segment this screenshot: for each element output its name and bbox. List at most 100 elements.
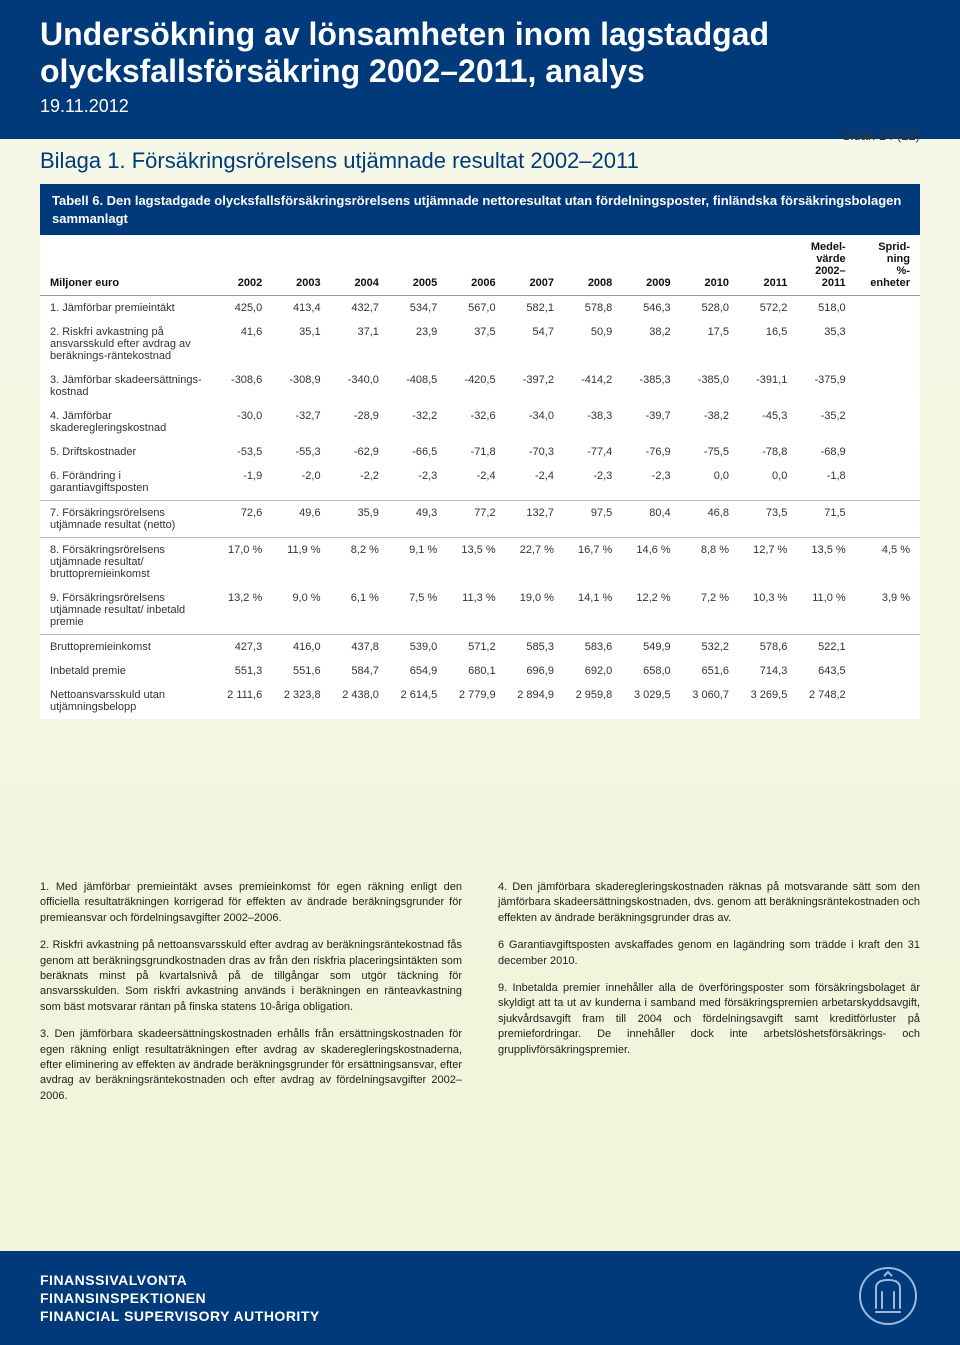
cell-value: 3 029,5 — [616, 683, 674, 719]
col-header-year: 2007 — [500, 235, 558, 296]
cell-value: -2,4 — [441, 464, 499, 501]
cell-value: -70,3 — [500, 440, 558, 464]
col-header-year: 2011 — [733, 235, 791, 296]
cell-value: -77,4 — [558, 440, 616, 464]
authority-name: FINANSSIVALVONTA FINANSINSPEKTIONEN FINA… — [40, 1271, 320, 1326]
footnote: 9. Inbetalda premier innehåller alla de … — [498, 981, 920, 1058]
cell-value: 551,3 — [210, 659, 266, 683]
cell-value: 518,0 — [791, 296, 849, 321]
cell-value: 77,2 — [441, 501, 499, 538]
cell-value: 551,6 — [266, 659, 324, 683]
cell-value: 654,9 — [383, 659, 441, 683]
cell-value: 2 779,9 — [441, 683, 499, 719]
finland-emblem-icon — [856, 1264, 920, 1333]
table-row: 7. Försäkringsrörelsens utjämnade result… — [40, 501, 920, 538]
cell-value: -68,9 — [791, 440, 849, 464]
footnote: 2. Riskfri avkastning på nettoansvarssku… — [40, 938, 462, 1015]
cell-value: -385,0 — [675, 368, 733, 404]
cell-value — [850, 659, 920, 683]
cell-value: 16,5 — [733, 320, 791, 368]
cell-value: 35,9 — [325, 501, 383, 538]
cell-value: 532,2 — [675, 635, 733, 660]
cell-value: 567,0 — [441, 296, 499, 321]
cell-value: 3,9 % — [850, 586, 920, 635]
cell-value: 680,1 — [441, 659, 499, 683]
col-header-year: 2008 — [558, 235, 616, 296]
cell-value: -76,9 — [616, 440, 674, 464]
table-row: 6. Förändring i garantiavgiftsposten-1,9… — [40, 464, 920, 501]
table-caption: Tabell 6. Den lagstadgade olycksfallsför… — [40, 184, 920, 235]
cell-value: -32,7 — [266, 404, 324, 440]
cell-value: 651,6 — [675, 659, 733, 683]
cell-value: 6,1 % — [325, 586, 383, 635]
cell-value: 14,6 % — [616, 538, 674, 587]
table-container: Tabell 6. Den lagstadgade olycksfallsför… — [40, 184, 920, 719]
cell-value: 578,8 — [558, 296, 616, 321]
cell-value: 9,0 % — [266, 586, 324, 635]
cell-value: 2 959,8 — [558, 683, 616, 719]
cell-value: 2 111,6 — [210, 683, 266, 719]
col-header-year: Sprid- ning %- enheter — [850, 235, 920, 296]
row-label: 6. Förändring i garantiavgiftsposten — [40, 464, 210, 501]
cell-value: 72,6 — [210, 501, 266, 538]
authority-line-3: FINANCIAL SUPERVISORY AUTHORITY — [40, 1307, 320, 1325]
cell-value: 0,0 — [733, 464, 791, 501]
cell-value: 582,1 — [500, 296, 558, 321]
table-row: 5. Driftskostnader-53,5-55,3-62,9-66,5-7… — [40, 440, 920, 464]
cell-value: 73,5 — [733, 501, 791, 538]
cell-value — [850, 368, 920, 404]
row-label: 5. Driftskostnader — [40, 440, 210, 464]
col-header-year: 2004 — [325, 235, 383, 296]
cell-value: 35,1 — [266, 320, 324, 368]
cell-value: 50,9 — [558, 320, 616, 368]
cell-value: -30,0 — [210, 404, 266, 440]
cell-value: 2 438,0 — [325, 683, 383, 719]
cell-value: -75,5 — [675, 440, 733, 464]
cell-value: -53,5 — [210, 440, 266, 464]
cell-value: 17,0 % — [210, 538, 266, 587]
table-row: 8. Försäkringsrörelsens utjämnade result… — [40, 538, 920, 587]
table-row: 4. Jämförbar skaderegleringskostnad-30,0… — [40, 404, 920, 440]
cell-value: -66,5 — [383, 440, 441, 464]
cell-value — [850, 320, 920, 368]
cell-value: -39,7 — [616, 404, 674, 440]
cell-value: -78,8 — [733, 440, 791, 464]
footnote: 1. Med jämförbar premieintäkt avses prem… — [40, 880, 462, 926]
cell-value: 12,7 % — [733, 538, 791, 587]
cell-value: -1,9 — [210, 464, 266, 501]
col-header-label: Miljoner euro — [40, 235, 210, 296]
cell-value — [850, 464, 920, 501]
cell-value: 10,3 % — [733, 586, 791, 635]
table-row: 9. Försäkringsrörelsens utjämnade result… — [40, 586, 920, 635]
cell-value: -408,5 — [383, 368, 441, 404]
footnotes-right-column: 4. Den jämförbara skaderegleringskostnad… — [498, 880, 920, 1116]
cell-value: 8,2 % — [325, 538, 383, 587]
cell-value: 572,2 — [733, 296, 791, 321]
cell-value: 132,7 — [500, 501, 558, 538]
cell-value: 427,3 — [210, 635, 266, 660]
cell-value: 12,2 % — [616, 586, 674, 635]
cell-value: -32,2 — [383, 404, 441, 440]
cell-value: 7,2 % — [675, 586, 733, 635]
cell-value: -385,3 — [616, 368, 674, 404]
footnote: 6 Garantiavgiftsposten avskaffades genom… — [498, 938, 920, 969]
cell-value: 416,0 — [266, 635, 324, 660]
cell-value: 3 269,5 — [733, 683, 791, 719]
cell-value: -2,3 — [383, 464, 441, 501]
cell-value: -308,6 — [210, 368, 266, 404]
cell-value: 7,5 % — [383, 586, 441, 635]
col-header-year: 2010 — [675, 235, 733, 296]
row-label: Inbetald premie — [40, 659, 210, 683]
cell-value: 585,3 — [500, 635, 558, 660]
footnotes-left-column: 1. Med jämförbar premieintäkt avses prem… — [40, 880, 462, 1116]
cell-value: -308,9 — [266, 368, 324, 404]
cell-value: 80,4 — [616, 501, 674, 538]
cell-value: 692,0 — [558, 659, 616, 683]
table-header-row: Miljoner euro200220032004200520062007200… — [40, 235, 920, 296]
cell-value: 16,7 % — [558, 538, 616, 587]
cell-value: 583,6 — [558, 635, 616, 660]
cell-value: -32,6 — [441, 404, 499, 440]
cell-value: 9,1 % — [383, 538, 441, 587]
table-body: 1. Jämförbar premieintäkt425,0413,4432,7… — [40, 296, 920, 720]
page-number: Sidan 14 (22) — [842, 128, 920, 143]
